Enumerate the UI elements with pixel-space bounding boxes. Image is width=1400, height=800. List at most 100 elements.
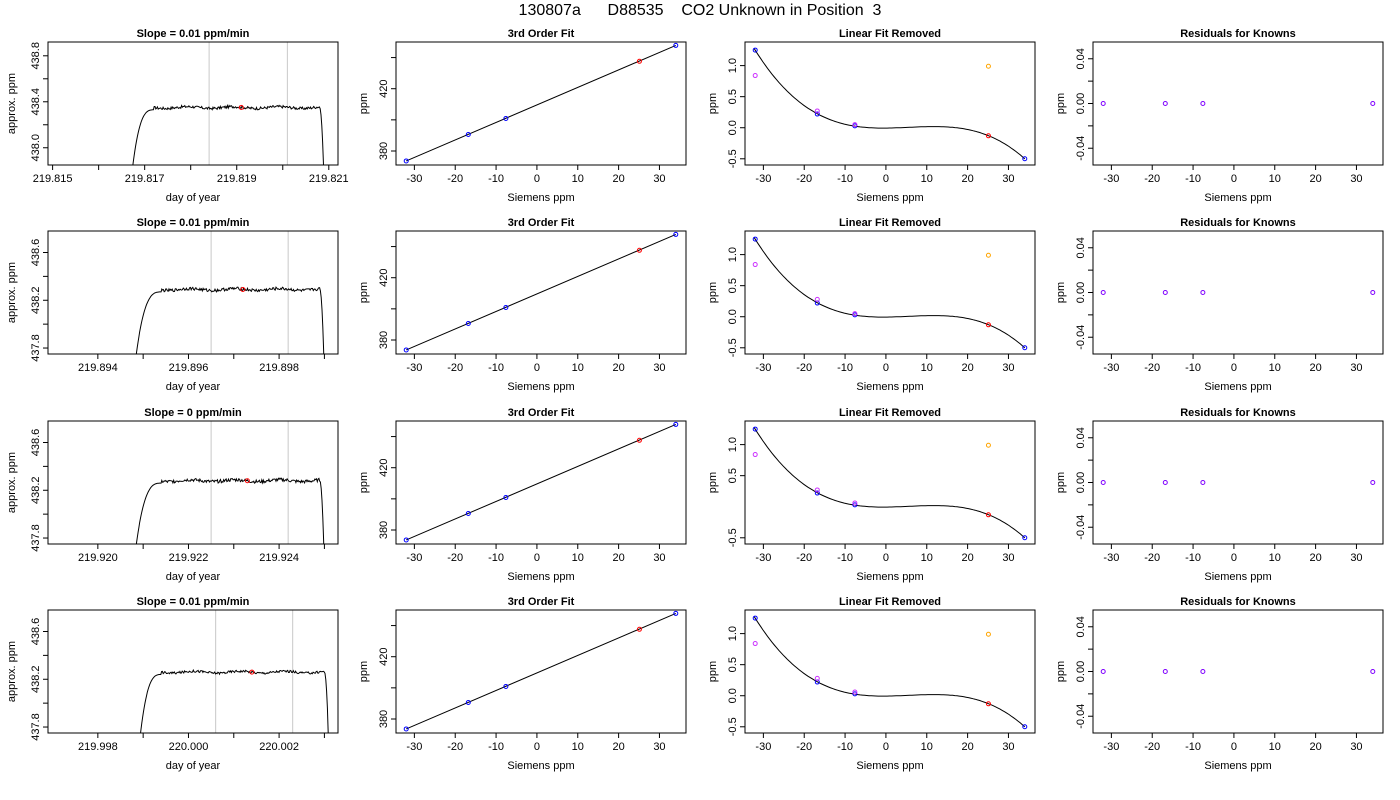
y-tick-label: -0.04	[1075, 704, 1087, 729]
x-tick-label: 10	[572, 173, 584, 185]
plot-area	[1100, 101, 1376, 106]
x-axis-label: Siemens ppm	[1204, 381, 1271, 393]
x-tick-label: 219.819	[217, 173, 257, 185]
x-tick-label: -30	[406, 173, 422, 185]
panel-title: Slope = 0.01 ppm/min	[137, 217, 250, 229]
x-tick-label: 10	[572, 552, 584, 564]
x-tick-label: 20	[1309, 741, 1321, 753]
data-point	[1100, 290, 1106, 295]
y-tick-label: 438.4	[30, 88, 42, 116]
data-point	[636, 247, 642, 253]
panel-linear-removed-3: Linear Fit Removed -30 -20 -10 0 10 20 30 -0.5 0.…	[707, 407, 1036, 583]
x-tick-label: -10	[1185, 362, 1201, 374]
y-tick-label: 1.0	[727, 247, 739, 262]
x-tick-label: -30	[1103, 173, 1119, 185]
x-tick-label: 20	[612, 741, 624, 753]
panel-time-series-4: Slope = 0.01 ppm/min 219.998 220.000 220.00…	[6, 596, 339, 772]
y-tick-label: 0.00	[1075, 472, 1087, 493]
y-axis-label: ppm	[1055, 282, 1067, 303]
y-axis-label: approx. ppm	[6, 452, 18, 513]
data-point	[636, 437, 642, 443]
x-tick-label: 20	[961, 173, 973, 185]
panel-time-series-1: Slope = 0.01 ppm/min 219.815 219.817 219.81…	[6, 28, 349, 204]
x-axis-label: Siemens ppm	[856, 192, 923, 204]
data-point	[852, 502, 858, 508]
x-tick-label: 0	[883, 552, 889, 564]
plot-area	[752, 47, 1028, 162]
x-tick-label: -10	[488, 173, 504, 185]
plot-area	[403, 421, 679, 543]
panel-title: 3rd Order Fit	[508, 407, 575, 419]
panel-residuals-1: Residuals for Knowns -30 -20 -10 0 10 20 30 -0.0…	[1055, 28, 1384, 204]
data-point	[814, 487, 820, 493]
data-point	[1370, 101, 1376, 106]
panel-fit-1: 3rd Order Fit -30 -20 -10 0 10 20 30 380 420 Sieme…	[358, 28, 687, 204]
x-tick-label: 0	[883, 741, 889, 753]
data-point	[852, 500, 858, 506]
panel-title: Linear Fit Removed	[839, 28, 941, 40]
data-point	[636, 58, 642, 64]
panel-linear-removed-2: Linear Fit Removed -30 -20 -10 0 10 20 30 -0.5 0.…	[707, 217, 1036, 393]
x-tick-label: 219.815	[33, 173, 73, 185]
y-tick-label: 437.8	[30, 524, 42, 552]
x-tick-label: 20	[1309, 362, 1321, 374]
x-tick-label: 10	[572, 741, 584, 753]
y-tick-label: 1.0	[727, 58, 739, 73]
x-tick-label: 20	[1309, 552, 1321, 564]
y-tick-label: -0.04	[1075, 136, 1087, 161]
y-tick-label: 438.0	[30, 134, 42, 162]
cubic-curve	[753, 236, 1026, 349]
data-point	[465, 699, 471, 705]
x-axis-label: Siemens ppm	[856, 381, 923, 393]
x-tick-label: 219.924	[259, 552, 299, 564]
data-point	[752, 262, 758, 268]
panel-residuals-4: Residuals for Knowns -30 -20 -10 0 10 20 30 -0.0…	[1055, 596, 1384, 772]
plot-frame	[744, 230, 1036, 355]
plot-frame	[1092, 230, 1384, 355]
y-axis-label: approx. ppm	[6, 262, 18, 323]
data-point	[752, 452, 758, 458]
data-point	[465, 131, 471, 137]
x-tick-label: 219.894	[78, 362, 118, 374]
x-tick-label: 30	[1002, 552, 1014, 564]
x-tick-label: 20	[1309, 173, 1321, 185]
y-axis-label: ppm	[358, 472, 370, 493]
x-axis-label: Siemens ppm	[507, 760, 574, 772]
concentration-trace	[135, 477, 325, 544]
y-tick-label: 0.5	[727, 468, 739, 483]
x-tick-label: -10	[1185, 552, 1201, 564]
x-tick-label: -10	[837, 173, 853, 185]
y-tick-label: 380	[378, 521, 390, 539]
plot-frame	[395, 609, 687, 734]
panel-title: Slope = 0 ppm/min	[144, 407, 242, 419]
plot-area	[1100, 290, 1376, 295]
y-axis-label: approx. ppm	[6, 73, 18, 134]
panel-title: Linear Fit Removed	[839, 217, 941, 229]
x-tick-label: -30	[755, 741, 771, 753]
panel-title: Slope = 0.01 ppm/min	[137, 28, 250, 40]
y-tick-label: 438.6	[30, 618, 42, 646]
x-tick-label: 20	[612, 173, 624, 185]
y-tick-label: 0.5	[727, 89, 739, 104]
x-tick-label: 219.920	[78, 552, 118, 564]
x-tick-label: 10	[1269, 173, 1281, 185]
x-tick-label: -30	[1103, 362, 1119, 374]
x-tick-label: -30	[406, 362, 422, 374]
x-tick-label: 20	[961, 741, 973, 753]
plot-frame	[47, 41, 339, 166]
plot-frame	[47, 420, 339, 545]
y-tick-label: 420	[378, 648, 390, 666]
x-tick-label: 219.896	[169, 362, 209, 374]
data-point	[985, 512, 991, 518]
data-point	[636, 626, 642, 632]
x-tick-label: 220.002	[259, 741, 299, 753]
data-point	[503, 494, 509, 500]
y-tick-label: -0.04	[1075, 515, 1087, 540]
plot-area	[403, 42, 679, 164]
data-point	[985, 701, 991, 707]
data-point	[852, 122, 858, 128]
x-tick-label: 30	[1002, 173, 1014, 185]
x-tick-label: -30	[406, 741, 422, 753]
plot-frame	[395, 420, 687, 545]
